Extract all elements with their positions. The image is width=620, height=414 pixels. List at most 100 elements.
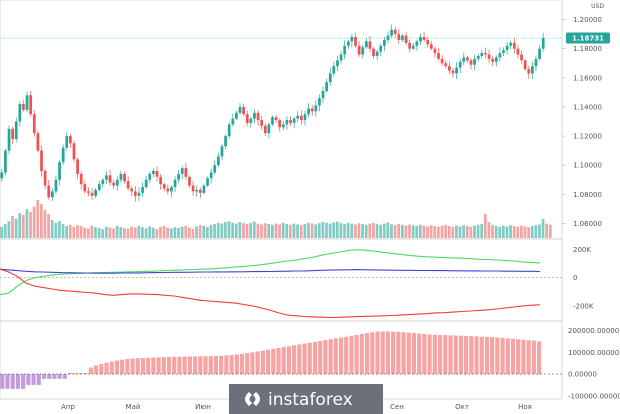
candle-body <box>195 189 199 192</box>
candle-body <box>484 53 487 55</box>
volume-bar <box>343 224 346 238</box>
volume-bar <box>137 226 141 238</box>
volume-bar <box>61 224 65 238</box>
net-position-bar <box>338 337 344 375</box>
volume-bar <box>94 227 97 238</box>
volume-bar <box>408 224 411 238</box>
candle-body <box>54 179 58 192</box>
candle-body <box>123 173 126 182</box>
candle-body <box>202 185 206 193</box>
net-position-bar <box>469 336 474 375</box>
candle-body <box>296 115 300 119</box>
volume-bar <box>357 223 361 238</box>
volume-bar <box>447 226 451 238</box>
net-position-bar <box>474 336 479 375</box>
net-position-bar <box>281 347 286 375</box>
net-position-bar <box>36 374 41 385</box>
net-position-bar <box>365 333 370 375</box>
volume-bar <box>58 221 61 238</box>
candle-body <box>22 104 25 110</box>
volume-bar <box>393 225 397 238</box>
net-position-bar <box>57 374 62 379</box>
candle-body <box>426 39 430 45</box>
candle-body <box>209 172 213 179</box>
volume-bar <box>36 200 40 238</box>
volume-bar <box>14 218 18 238</box>
net-position-bar <box>31 374 36 385</box>
volume-bar <box>281 222 285 238</box>
net-position-bar <box>349 335 354 375</box>
volume-bar <box>141 227 144 238</box>
net-position-bar <box>78 372 83 375</box>
candle-body <box>411 45 415 49</box>
candle-body <box>447 66 451 71</box>
net-position-bar <box>156 357 161 375</box>
net-position-bar <box>344 336 349 375</box>
candle-body <box>368 41 372 49</box>
volume-bar <box>364 224 368 238</box>
volume-bar <box>530 226 534 238</box>
volume-bar <box>97 228 101 238</box>
candle-body <box>289 120 292 123</box>
net-position-bar <box>151 357 156 375</box>
volume-bar <box>260 224 263 238</box>
net-position-bar <box>120 359 125 375</box>
volume-bar <box>32 206 36 238</box>
lines-tick-label: 0 <box>573 274 577 282</box>
candle-body <box>451 70 455 74</box>
candle-body <box>473 58 476 65</box>
net-position-bar <box>146 357 151 375</box>
net-position-bar <box>276 347 281 375</box>
candle-body <box>253 112 256 119</box>
candle-body <box>379 45 383 52</box>
candle-body <box>300 115 303 121</box>
candle-body <box>133 191 137 196</box>
volume-bar <box>303 224 307 238</box>
volume-bar <box>520 225 523 238</box>
candle-body <box>36 133 40 151</box>
volume-bar <box>418 224 422 238</box>
candle-body <box>364 41 368 48</box>
candle-body <box>516 48 520 55</box>
candle-body <box>419 37 422 42</box>
net-position-bar <box>208 356 213 375</box>
position-line-blue <box>0 268 541 274</box>
candle-body <box>43 171 47 186</box>
candle-body <box>512 42 516 49</box>
candle-body <box>137 192 141 196</box>
volume-bar <box>372 222 375 238</box>
net-position-bar <box>380 331 385 375</box>
net-position-bar <box>432 334 437 375</box>
candle-body <box>444 63 448 67</box>
candle-body <box>462 57 466 62</box>
volume-bar <box>476 224 480 238</box>
volume-bar <box>386 222 390 238</box>
candle-body <box>520 54 523 61</box>
volume-bar <box>451 226 455 238</box>
volume-bar <box>545 223 549 238</box>
candle-body <box>260 120 264 126</box>
candle-body <box>491 58 495 62</box>
volume-bar <box>144 228 148 238</box>
volume-bar <box>400 224 404 238</box>
candle-body <box>307 108 310 115</box>
candle-body <box>397 34 401 40</box>
net-position-bar <box>396 331 401 375</box>
candle-body <box>458 61 462 68</box>
net-position-bar <box>140 357 146 375</box>
candle-body <box>263 125 267 134</box>
volume-bar <box>40 204 43 238</box>
price-tick-label: 1.14000 <box>573 103 602 111</box>
volume-bar <box>72 226 76 238</box>
candle-body <box>126 181 130 189</box>
volume-bar <box>444 224 447 238</box>
net-position-bar <box>375 331 380 375</box>
candle-body <box>115 179 119 186</box>
net-position-bar <box>516 339 521 375</box>
volume-bar <box>361 224 364 238</box>
candle-body <box>166 188 170 192</box>
candle-body <box>480 53 484 56</box>
candle-body <box>440 58 444 64</box>
net-position-bar <box>182 356 187 375</box>
volume-bar <box>289 224 292 238</box>
